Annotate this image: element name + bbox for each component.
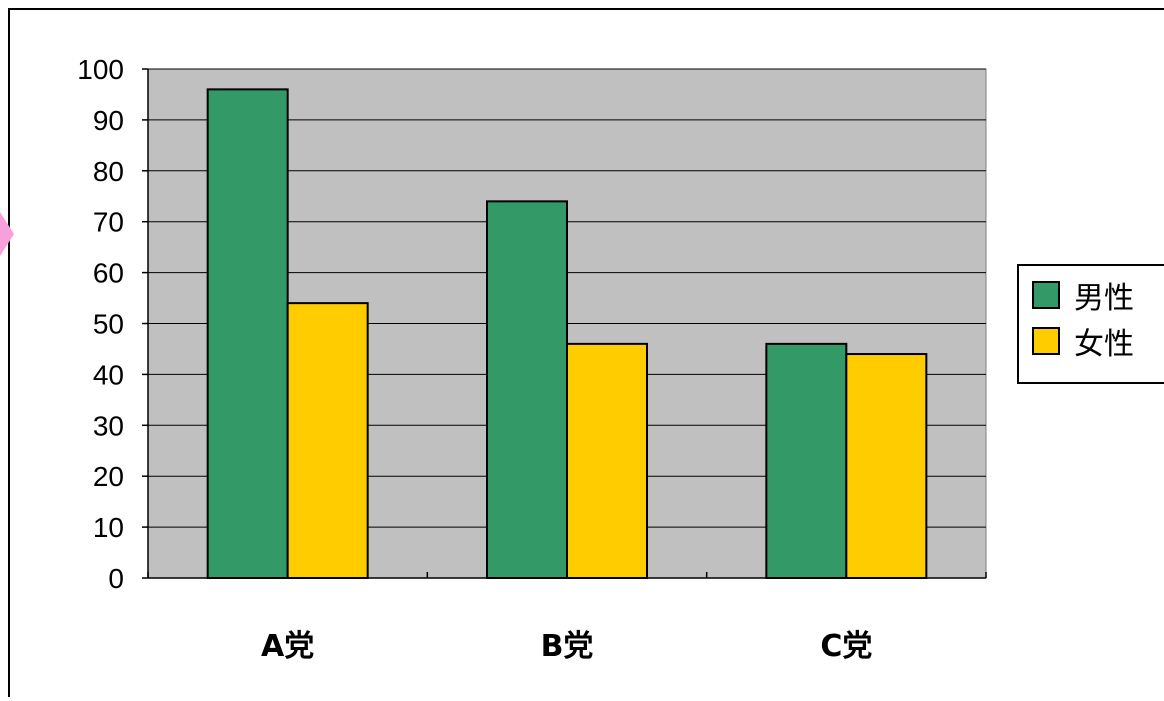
y-tick-label-100: 100: [77, 54, 124, 85]
bar-male-2: [486, 200, 568, 579]
x-tick-labels: A党 B党 C党: [261, 629, 872, 664]
legend-label-male: 男性: [1074, 281, 1134, 316]
y-tick-labels: 0 10 20 30 40 50 60 70 80 90 100: [77, 54, 124, 594]
legend-swatch-female: [1032, 327, 1060, 355]
y-tick-label-90: 90: [93, 105, 124, 136]
y-tick-label-50: 50: [93, 309, 124, 340]
x-category-label-3: C党: [820, 629, 872, 664]
y-tick-label-0: 0: [108, 563, 124, 594]
axes: [142, 68, 987, 579]
bar-female-1: [286, 302, 369, 579]
x-category-label-2: B党: [541, 629, 594, 664]
y-tick-label-20: 20: [93, 461, 124, 492]
y-tick-label-40: 40: [93, 359, 124, 390]
legend-swatch-male: [1032, 281, 1060, 309]
x-category-label-1: A党: [261, 629, 314, 664]
bar-male-1: [206, 88, 289, 580]
y-tick-label-80: 80: [93, 156, 124, 187]
y-tick-label-10: 10: [93, 512, 124, 543]
bar-male-3: [765, 342, 848, 579]
bars: [206, 88, 928, 580]
decorative-pink-marker: [0, 212, 14, 256]
y-tick-label-70: 70: [93, 207, 124, 238]
legend-label-female: 女性: [1074, 327, 1134, 362]
y-tick-label-60: 60: [93, 258, 124, 289]
y-tick-label-30: 30: [93, 410, 124, 441]
bar-female-3: [845, 353, 928, 580]
bar-female-2: [566, 342, 648, 579]
